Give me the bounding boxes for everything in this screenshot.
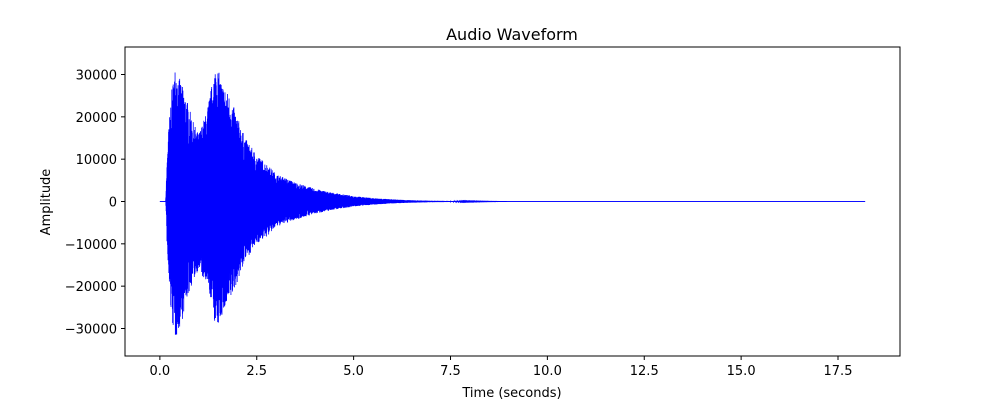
x-tick-label: 10.0: [533, 364, 562, 379]
y-axis-label: Amplitude: [39, 169, 54, 236]
x-tick-label: 17.5: [824, 364, 853, 379]
chart-title: Audio Waveform: [446, 25, 578, 44]
x-axis-label: Time (seconds): [461, 386, 561, 400]
y-tick-label: 0: [109, 196, 117, 211]
y-axis-ticks: 30000 20000 10000 0 −10000 −20000 −30000: [65, 69, 125, 337]
x-tick-label: 12.5: [630, 364, 659, 379]
y-tick-label: 30000: [76, 69, 117, 84]
x-tick-label: 5.0: [343, 364, 364, 379]
y-tick-label: −30000: [65, 322, 117, 337]
x-tick-label: 7.5: [440, 364, 461, 379]
x-tick-label: 2.5: [246, 364, 267, 379]
x-axis-ticks: 0.0 2.5 5.0 7.5 10.0 12.5 15.0 17.5: [150, 356, 853, 379]
y-tick-label: 20000: [76, 111, 117, 126]
y-tick-label: −10000: [65, 238, 117, 253]
y-tick-label: 10000: [76, 153, 117, 168]
x-tick-label: 15.0: [727, 364, 756, 379]
y-tick-label: −20000: [65, 280, 117, 295]
x-tick-label: 0.0: [150, 364, 171, 379]
waveform-series: [159, 72, 866, 335]
plot-area: [159, 72, 866, 335]
